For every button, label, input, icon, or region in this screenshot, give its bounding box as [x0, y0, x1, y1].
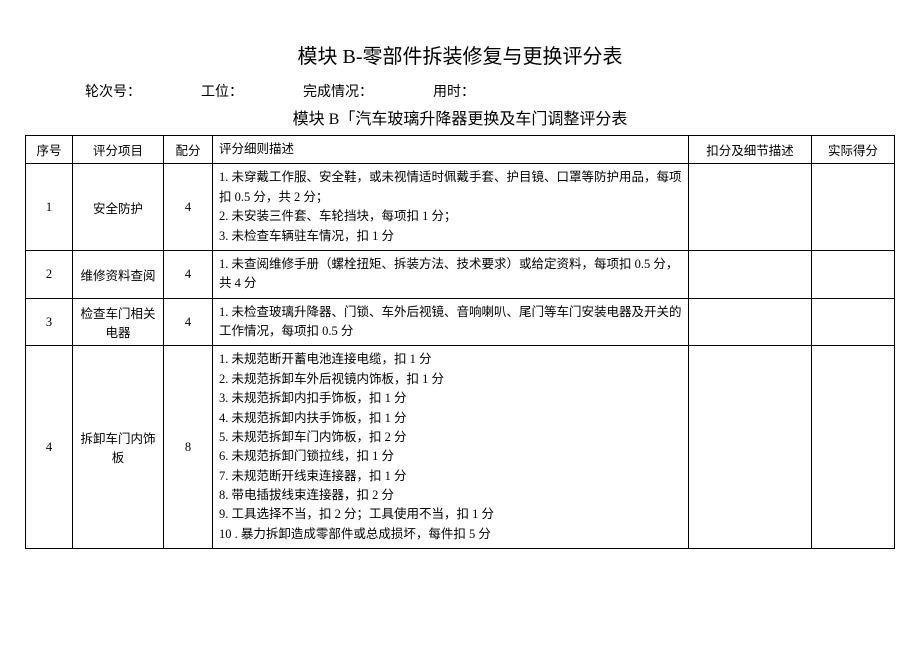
round-label: 轮次号： [85, 81, 141, 101]
page-title: 模块 B-零部件拆装修复与更换评分表 [25, 40, 895, 69]
table-row: 2维修资料查阅41. 未查阅维修手册（螺栓扭矩、拆装方法、技术要求）或给定资料，… [26, 250, 895, 298]
cell-item: 拆卸车门内饰板 [73, 346, 164, 549]
cell-desc: 1. 未穿戴工作服、安全鞋，或未视情适时佩戴手套、护目镜、口罩等防护用品，每项扣… [213, 164, 689, 251]
cell-actual [812, 298, 895, 346]
cell-desc: 1. 未规范断开蓄电池连接电缆，扣 1 分2. 未规范拆卸车外后视镜内饰板，扣 … [213, 346, 689, 549]
score-table: 序号 评分项目 配分 评分细则描述 扣分及细节描述 实际得分 1安全防护41. … [25, 135, 895, 549]
col-desc: 评分细则描述 [213, 136, 689, 164]
time-label: 用时： [433, 81, 475, 101]
table-body: 1安全防护41. 未穿戴工作服、安全鞋，或未视情适时佩戴手套、护目镜、口罩等防护… [26, 164, 895, 549]
cell-actual [812, 250, 895, 298]
status-label: 完成情况： [303, 81, 373, 101]
meta-row: 轮次号： 工位： 完成情况： 用时： [25, 81, 895, 101]
desc-line: 7. 未规范断开线束连接器，扣 1 分 [219, 467, 682, 486]
desc-line: 9. 工具选择不当，扣 2 分；工具使用不当，扣 1 分 [219, 505, 682, 524]
desc-line: 2. 未规范拆卸车外后视镜内饰板，扣 1 分 [219, 370, 682, 389]
desc-line: 10 . 暴力拆卸造成零部件或总成损坏，每件扣 5 分 [219, 525, 682, 544]
desc-line: 6. 未规范拆卸门锁拉线，扣 1 分 [219, 447, 682, 466]
cell-idx: 4 [26, 346, 73, 549]
desc-line: 3. 未规范拆卸内扣手饰板，扣 1 分 [219, 389, 682, 408]
table-row: 3检查车门相关电器41. 未检查玻璃升降器、门锁、车外后视镜、音响喇叭、尾门等车… [26, 298, 895, 346]
cell-item: 检查车门相关电器 [73, 298, 164, 346]
cell-item: 安全防护 [73, 164, 164, 251]
desc-line: 1. 未穿戴工作服、安全鞋，或未视情适时佩戴手套、护目镜、口罩等防护用品，每项扣… [219, 168, 682, 207]
col-deduct: 扣分及细节描述 [689, 136, 812, 164]
table-header-row: 序号 评分项目 配分 评分细则描述 扣分及细节描述 实际得分 [26, 136, 895, 164]
cell-desc: 1. 未查阅维修手册（螺栓扭矩、拆装方法、技术要求）或给定资料，每项扣 0.5 … [213, 250, 689, 298]
cell-actual [812, 164, 895, 251]
table-row: 4拆卸车门内饰板81. 未规范断开蓄电池连接电缆，扣 1 分2. 未规范拆卸车外… [26, 346, 895, 549]
cell-deduct [689, 346, 812, 549]
desc-line: 1. 未规范断开蓄电池连接电缆，扣 1 分 [219, 350, 682, 369]
cell-score: 4 [164, 250, 213, 298]
subtitle: 模块 B「汽车玻璃升降器更换及车门调整评分表 [25, 105, 895, 129]
cell-score: 4 [164, 164, 213, 251]
col-idx: 序号 [26, 136, 73, 164]
cell-desc: 1. 未检查玻璃升降器、门锁、车外后视镜、音响喇叭、尾门等车门安装电器及开关的工… [213, 298, 689, 346]
cell-score: 8 [164, 346, 213, 549]
col-actual: 实际得分 [812, 136, 895, 164]
station-label: 工位： [201, 81, 243, 101]
desc-line: 1. 未查阅维修手册（螺栓扭矩、拆装方法、技术要求）或给定资料，每项扣 0.5 … [219, 255, 682, 294]
cell-idx: 1 [26, 164, 73, 251]
table-row: 1安全防护41. 未穿戴工作服、安全鞋，或未视情适时佩戴手套、护目镜、口罩等防护… [26, 164, 895, 251]
cell-deduct [689, 298, 812, 346]
col-item: 评分项目 [73, 136, 164, 164]
col-score: 配分 [164, 136, 213, 164]
desc-line: 5. 未规范拆卸车门内饰板，扣 2 分 [219, 428, 682, 447]
cell-deduct [689, 250, 812, 298]
cell-actual [812, 346, 895, 549]
cell-item: 维修资料查阅 [73, 250, 164, 298]
cell-idx: 3 [26, 298, 73, 346]
desc-line: 4. 未规范拆卸内扶手饰板，扣 1 分 [219, 409, 682, 428]
cell-idx: 2 [26, 250, 73, 298]
desc-line: 1. 未检查玻璃升降器、门锁、车外后视镜、音响喇叭、尾门等车门安装电器及开关的工… [219, 303, 682, 342]
page: 模块 B-零部件拆装修复与更换评分表 轮次号： 工位： 完成情况： 用时： 模块… [25, 40, 895, 549]
cell-deduct [689, 164, 812, 251]
cell-score: 4 [164, 298, 213, 346]
desc-line: 2. 未安装三件套、车轮挡块，每项扣 1 分； [219, 207, 682, 226]
desc-line: 8. 带电插拔线束连接器，扣 2 分 [219, 486, 682, 505]
desc-line: 3. 未检查车辆驻车情况，扣 1 分 [219, 227, 682, 246]
